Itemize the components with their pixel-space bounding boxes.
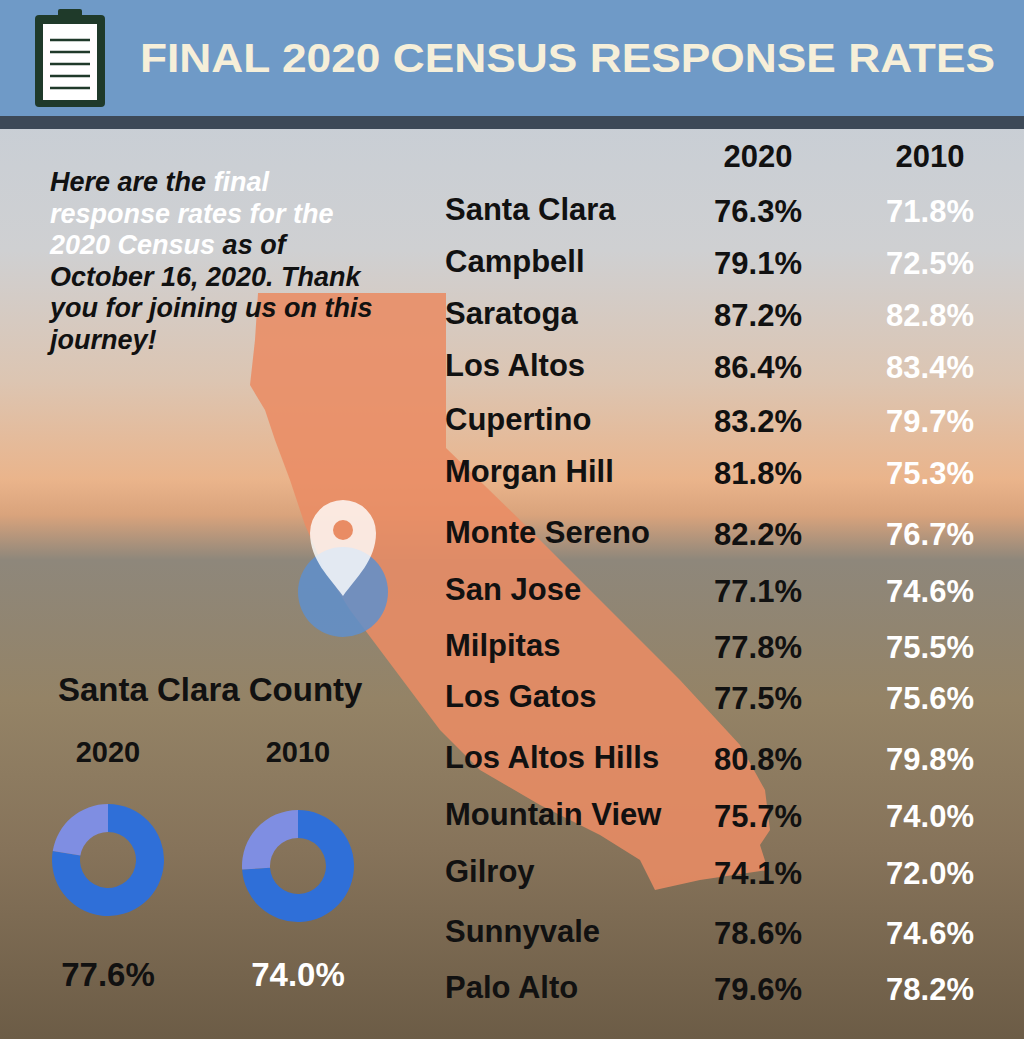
html-text:79.1%: 79.1% — [714, 246, 802, 281]
html-text:74.1%: 74.1% — [714, 856, 802, 891]
html-text:Here are the final response ra: Here are the final response rates for th… — [50, 167, 373, 355]
html-text:Los Altos: Los Altos — [445, 348, 586, 383]
html-text:83.4%: 83.4% — [886, 350, 974, 385]
html-text:74.6%: 74.6% — [886, 574, 974, 609]
html-text:72.5%: 72.5% — [886, 246, 974, 281]
html-text:75.3%: 75.3% — [886, 456, 974, 491]
html-text:Gilroy: Gilroy — [445, 854, 535, 889]
html-text:San Jose: San Jose — [445, 572, 582, 607]
html-text:78.2%: 78.2% — [886, 972, 974, 1007]
html-text:74.0%: 74.0% — [886, 799, 974, 834]
html-text:Mountain View: Mountain View — [445, 797, 662, 832]
html-text:76.3%: 76.3% — [714, 194, 802, 229]
html-text:76.7%: 76.7% — [886, 517, 974, 552]
html-text:79.8%: 79.8% — [886, 742, 974, 777]
html-text:Palo Alto: Palo Alto — [445, 970, 579, 1005]
html-text:82.8%: 82.8% — [886, 298, 974, 333]
html-text:71.8%: 71.8% — [886, 194, 974, 229]
html-text:2010: 2010 — [265, 736, 331, 768]
html-text:2010: 2010 — [895, 139, 965, 174]
svg-text:FINAL 2020 CENSUS RESPONSE RAT: FINAL 2020 CENSUS RESPONSE RATES — [140, 36, 995, 80]
html-text:Cupertino: Cupertino — [445, 402, 592, 437]
html-text:Los Gatos: Los Gatos — [445, 679, 597, 714]
html-text:86.4%: 86.4% — [714, 350, 802, 385]
html-text:2020: 2020 — [723, 139, 793, 174]
html-text:75.6%: 75.6% — [886, 681, 974, 716]
html-text:Sunnyvale: Sunnyvale — [445, 914, 601, 949]
html-text:72.0%: 72.0% — [886, 856, 974, 891]
html-text:80.8%: 80.8% — [714, 742, 802, 777]
html-text:Milpitas: Milpitas — [445, 628, 561, 663]
html-text:78.6%: 78.6% — [714, 916, 802, 951]
html-text:77.8%: 77.8% — [714, 630, 802, 665]
html-text:2020: 2020 — [75, 736, 141, 768]
html-text:75.7%: 75.7% — [714, 799, 802, 834]
html-text:83.2%: 83.2% — [714, 404, 802, 439]
html-text:77.1%: 77.1% — [714, 574, 802, 609]
html-text:Santa Clara: Santa Clara — [445, 192, 616, 227]
html-text:79.6%: 79.6% — [714, 972, 802, 1007]
html-text:Monte Sereno: Monte Sereno — [445, 515, 650, 550]
html-text:74.6%: 74.6% — [886, 916, 974, 951]
html-text:Santa Clara County: Santa Clara County — [58, 671, 363, 708]
html-text:81.8%: 81.8% — [714, 456, 802, 491]
html-text:74.0%: 74.0% — [251, 956, 345, 993]
html-text:79.7%: 79.7% — [886, 404, 974, 439]
html-text:Saratoga: Saratoga — [445, 296, 578, 331]
html-text:Campbell: Campbell — [445, 244, 585, 279]
html-text:77.5%: 77.5% — [714, 681, 802, 716]
html-text:Los Altos Hills: Los Altos Hills — [445, 740, 660, 775]
html-text:75.5%: 75.5% — [886, 630, 974, 665]
html-text:77.6%: 77.6% — [61, 956, 155, 993]
html-text:Morgan Hill: Morgan Hill — [445, 454, 614, 489]
html-text:82.2%: 82.2% — [714, 517, 802, 552]
html-text:87.2%: 87.2% — [714, 298, 802, 333]
